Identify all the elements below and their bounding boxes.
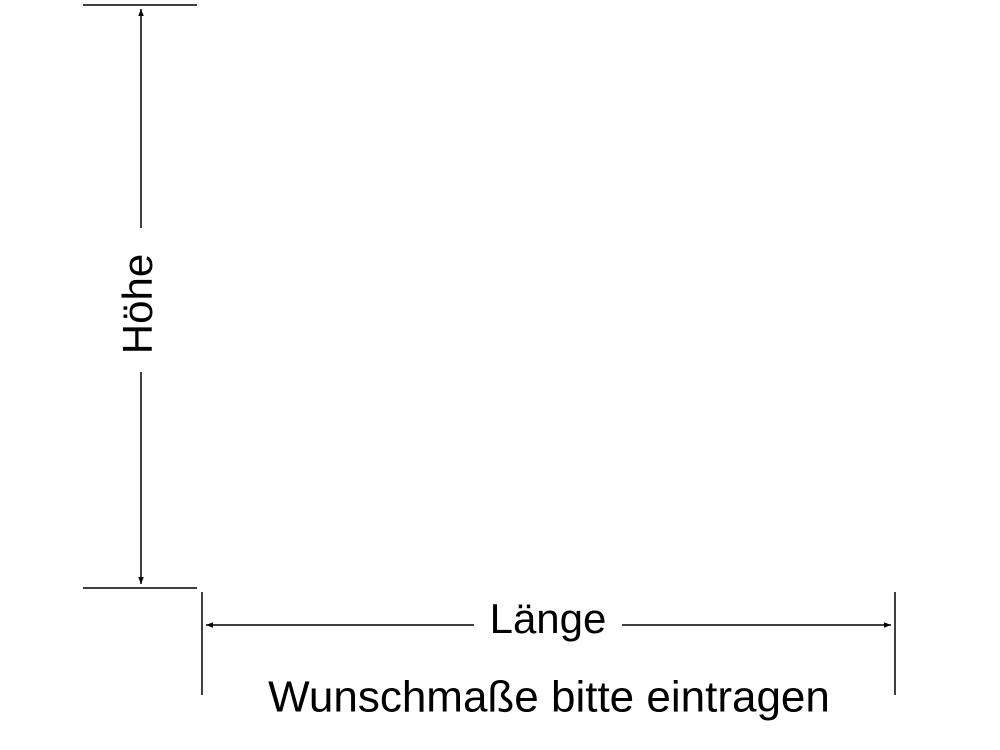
length-label: Länge <box>490 595 607 642</box>
caption: Wunschmaße bitte eintragen <box>268 673 830 722</box>
height-label: Höhe <box>114 254 161 354</box>
